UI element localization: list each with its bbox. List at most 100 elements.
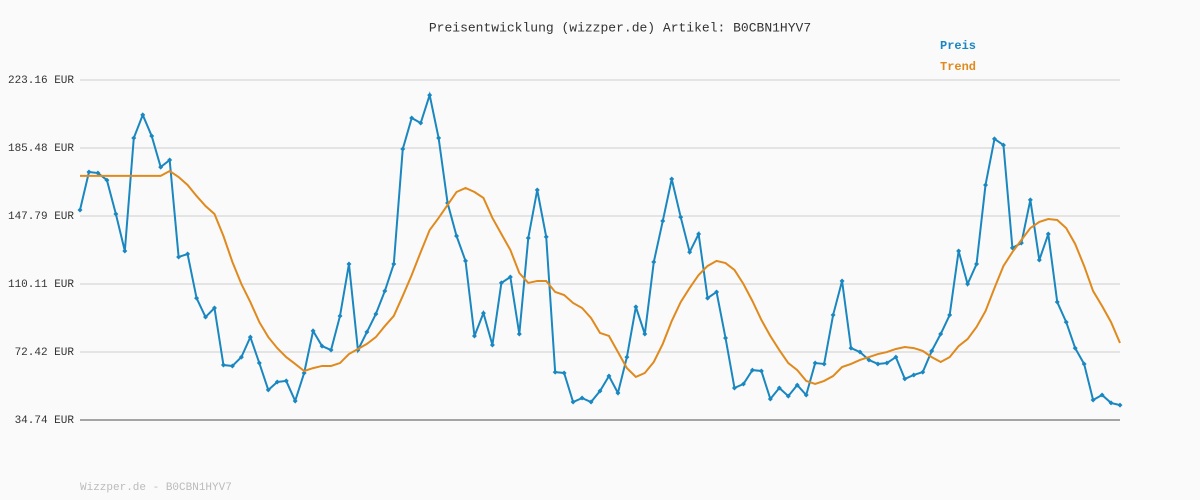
data-point xyxy=(552,369,558,375)
data-point xyxy=(516,331,522,337)
footer: Wizzper.de - B0CBN1HYV7 xyxy=(80,482,232,494)
data-point xyxy=(911,372,917,378)
data-point xyxy=(1108,400,1114,406)
y-tick-label: 223.16 EUR xyxy=(8,75,74,87)
data-point xyxy=(1063,319,1069,325)
data-point xyxy=(1081,361,1087,367)
data-point xyxy=(651,259,657,265)
data-point xyxy=(203,314,209,320)
data-point xyxy=(687,249,693,255)
data-point xyxy=(104,177,110,183)
data-point xyxy=(938,331,944,337)
data-point xyxy=(561,370,567,376)
data-point xyxy=(991,136,997,142)
data-point xyxy=(319,343,325,349)
data-point xyxy=(463,258,469,264)
data-point xyxy=(956,248,962,254)
data-point xyxy=(194,295,200,301)
data-point xyxy=(794,382,800,388)
data-point xyxy=(131,135,137,141)
data-point xyxy=(920,369,926,375)
data-point xyxy=(418,120,424,126)
data-point xyxy=(140,112,146,118)
data-point xyxy=(400,146,406,152)
data-point xyxy=(1090,397,1096,403)
data-point xyxy=(776,385,782,391)
data-point xyxy=(337,313,343,319)
data-point xyxy=(1054,299,1060,305)
legend-label: Preis xyxy=(940,39,976,53)
data-point xyxy=(1027,197,1033,203)
data-point xyxy=(158,164,164,170)
chart-title: Preisentwicklung (wizzper.de) Artikel: B… xyxy=(429,20,811,35)
y-tick-label: 185.48 EUR xyxy=(8,143,74,155)
data-point xyxy=(1072,345,1078,351)
data-point xyxy=(489,342,495,348)
data-point xyxy=(705,295,711,301)
data-point xyxy=(983,182,989,188)
data-point xyxy=(615,390,621,396)
data-point xyxy=(669,176,675,182)
data-point xyxy=(830,312,836,318)
data-point xyxy=(740,381,746,387)
data-point xyxy=(247,334,253,340)
data-point xyxy=(848,345,854,351)
data-point xyxy=(238,354,244,360)
data-point xyxy=(965,281,971,287)
data-point xyxy=(346,261,352,267)
data-point xyxy=(1000,142,1006,148)
data-point xyxy=(391,261,397,267)
data-point xyxy=(86,169,92,175)
series-line xyxy=(80,169,1121,386)
data-point xyxy=(507,274,513,280)
data-point xyxy=(884,360,890,366)
data-point xyxy=(480,310,486,316)
data-point xyxy=(471,333,477,339)
data-point xyxy=(373,311,379,317)
data-point xyxy=(364,329,370,335)
data-point xyxy=(785,393,791,399)
y-tick-label: 34.74 EUR xyxy=(15,415,75,427)
y-tick-label: 72.42 EUR xyxy=(15,347,75,359)
data-point xyxy=(857,349,863,355)
data-point xyxy=(436,135,442,141)
data-point xyxy=(714,289,720,295)
data-point xyxy=(1099,392,1105,398)
data-point xyxy=(902,376,908,382)
data-point xyxy=(723,335,729,341)
data-point xyxy=(1045,231,1051,237)
data-point xyxy=(301,370,307,376)
data-point xyxy=(220,362,226,368)
data-point xyxy=(758,368,764,374)
data-point xyxy=(543,234,549,240)
data-point xyxy=(95,170,101,176)
data-point xyxy=(292,398,298,404)
data-point xyxy=(1036,257,1042,263)
data-point xyxy=(866,357,872,363)
data-point xyxy=(974,261,980,267)
data-point xyxy=(660,218,666,224)
y-tick-label: 110.11 EUR xyxy=(8,279,74,291)
data-point xyxy=(947,312,953,318)
data-point xyxy=(579,395,585,401)
data-point xyxy=(678,214,684,220)
data-point xyxy=(767,396,773,402)
data-point xyxy=(534,187,540,193)
data-point xyxy=(839,278,845,284)
data-point xyxy=(454,233,460,239)
data-point xyxy=(211,305,217,311)
data-point xyxy=(875,361,881,367)
data-point xyxy=(149,133,155,139)
data-point xyxy=(167,157,173,163)
data-point xyxy=(749,367,755,373)
data-point xyxy=(498,280,504,286)
data-point xyxy=(265,387,271,393)
data-point xyxy=(256,360,262,366)
data-point xyxy=(382,288,388,294)
data-point xyxy=(283,378,289,384)
data-point xyxy=(893,354,899,360)
data-point xyxy=(624,354,630,360)
